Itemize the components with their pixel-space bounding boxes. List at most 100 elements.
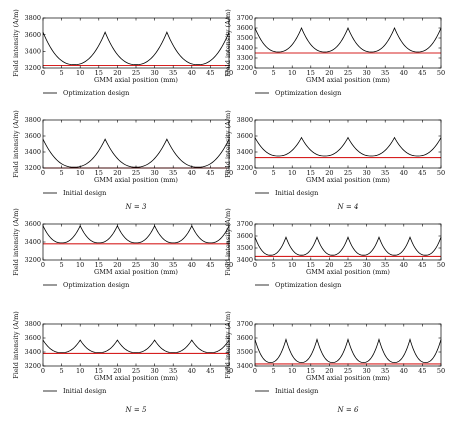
y-tick-label: 3800: [24, 14, 41, 22]
legend-label: Initial design: [63, 189, 106, 197]
y-tick-label: 3500: [236, 348, 253, 356]
x-tick-label: 0: [41, 261, 45, 269]
panel-N6-initial: 0 5 10 15 20 25 30 35 40 45 503400350036003700GMM …: [224, 311, 445, 395]
x-axis-label: GMM axial position (mm): [306, 268, 390, 276]
x-tick-label: 0: [41, 69, 45, 77]
y-axis-label: Field intensity (A/m): [224, 9, 232, 77]
x-tick-label: 5: [60, 367, 64, 375]
legend-label: Initial design: [275, 387, 318, 395]
x-tick-label: 35: [169, 261, 177, 269]
panel-N4-optimization: 0 5 10 15 20 25 30 35 40 45 5032003300340035003600…: [224, 9, 445, 97]
panel-N5-optimization: 0 5 10 15 20 25 30 35 40 45 50 3200 3400 3600 GMM axia…: [12, 208, 233, 289]
field-curve-line: [42, 31, 230, 66]
x-tick-label: 45: [418, 69, 426, 77]
y-tick-label: 3500: [236, 244, 253, 252]
y-axis-label: Field intensity (A/m): [12, 9, 20, 77]
x-tick-label: 15: [307, 367, 315, 375]
field-curve-line: [42, 224, 230, 244]
x-tick-label: 40: [400, 169, 408, 177]
legend-label: Optimization design: [275, 89, 341, 97]
field-curve-line: [42, 339, 230, 354]
y-tick-label: 3600: [236, 334, 253, 342]
x-tick-label: 25: [132, 367, 140, 375]
x-tick-label: 20: [113, 261, 121, 269]
x-tick-label: 10: [288, 367, 296, 375]
x-tick-label: 45: [206, 261, 214, 269]
y-tick-label: 3400: [236, 362, 253, 370]
x-tick-label: 0: [253, 367, 257, 375]
x-tick-label: 30: [362, 261, 370, 269]
x-tick-label: 5: [272, 69, 276, 77]
y-tick-label: 3200: [24, 256, 41, 264]
axes-frame: [254, 323, 442, 367]
field-curve-line: [254, 338, 442, 363]
x-tick-label: 35: [381, 69, 389, 77]
y-tick-label: 3400: [24, 238, 41, 246]
x-axis-label: GMM axial position (mm): [306, 176, 390, 184]
x-tick-label: 40: [188, 69, 196, 77]
x-tick-label: 30: [150, 169, 158, 177]
y-tick-label: 3400: [24, 48, 41, 56]
x-tick-label: 20: [325, 367, 333, 375]
y-tick-label: 3800: [24, 116, 41, 124]
x-tick-label: 25: [344, 367, 352, 375]
axes-frame: [42, 17, 230, 69]
y-tick-label: 3400: [236, 256, 253, 264]
x-tick-label: 35: [169, 367, 177, 375]
x-tick-label: 20: [325, 69, 333, 77]
y-tick-label: 3600: [236, 132, 253, 140]
x-tick-label: 10: [288, 169, 296, 177]
y-tick-label: 3700: [236, 14, 253, 22]
x-tick-label: 30: [150, 367, 158, 375]
x-tick-label: 10: [76, 367, 84, 375]
y-tick-label: 3600: [24, 31, 41, 39]
panel-N3-optimization: 0 5 10 15 20 25 30 35 40 45 50 3200 3400 3600 3800 GMM …: [12, 9, 233, 97]
y-axis-label: Field intensity (A/m): [224, 311, 232, 379]
x-axis-label: GMM axial position (mm): [94, 268, 178, 276]
x-tick-label: 50: [437, 69, 445, 77]
y-tick-label: 3500: [236, 34, 253, 42]
x-tick-label: 20: [325, 169, 333, 177]
x-tick-label: 40: [400, 261, 408, 269]
x-tick-label: 25: [344, 261, 352, 269]
x-tick-label: 0: [41, 169, 45, 177]
legend-label: Initial design: [275, 189, 318, 197]
x-tick-label: 25: [132, 169, 140, 177]
y-tick-label: 3200: [24, 64, 41, 72]
panel-caption: N = 5: [125, 406, 147, 414]
y-tick-label: 3600: [24, 132, 41, 140]
y-tick-label: 3200: [24, 164, 41, 172]
x-tick-label: 25: [344, 69, 352, 77]
legend-label: Optimization design: [275, 281, 341, 289]
x-tick-label: 0: [253, 261, 257, 269]
x-tick-label: 35: [381, 367, 389, 375]
x-tick-label: 35: [169, 169, 177, 177]
x-tick-label: 0: [41, 367, 45, 375]
y-tick-label: 3800: [24, 320, 41, 328]
x-tick-label: 20: [113, 69, 121, 77]
axes-frame: [42, 119, 230, 169]
x-tick-label: 0: [253, 169, 257, 177]
x-tick-label: 5: [60, 69, 64, 77]
x-axis-label: GMM axial position (mm): [94, 374, 178, 382]
axes-frame: [254, 223, 442, 261]
x-tick-label: 5: [272, 169, 276, 177]
y-tick-label: 3700: [236, 220, 253, 228]
x-tick-label: 5: [60, 261, 64, 269]
y-axis-label: Field intensity (A/m): [12, 208, 20, 276]
legend-label: Initial design: [63, 387, 106, 395]
axes-frame: [42, 223, 230, 261]
x-tick-label: 50: [225, 261, 233, 269]
panel-caption: N = 3: [125, 203, 147, 211]
x-tick-label: 30: [362, 169, 370, 177]
x-tick-label: 50: [437, 367, 445, 375]
panel-N4-initial: 0 5 10 15 20 25 30 35 40 45 503200340036003800GMM …: [224, 110, 445, 197]
y-tick-label: 3200: [24, 362, 41, 370]
y-axis-label: Field intensity (A/m): [224, 110, 232, 178]
x-tick-label: 50: [225, 169, 233, 177]
x-tick-label: 15: [307, 169, 315, 177]
y-tick-label: 3400: [24, 348, 41, 356]
y-tick-label: 3200: [236, 164, 253, 172]
field-curve-line: [254, 236, 442, 256]
x-tick-label: 45: [206, 69, 214, 77]
